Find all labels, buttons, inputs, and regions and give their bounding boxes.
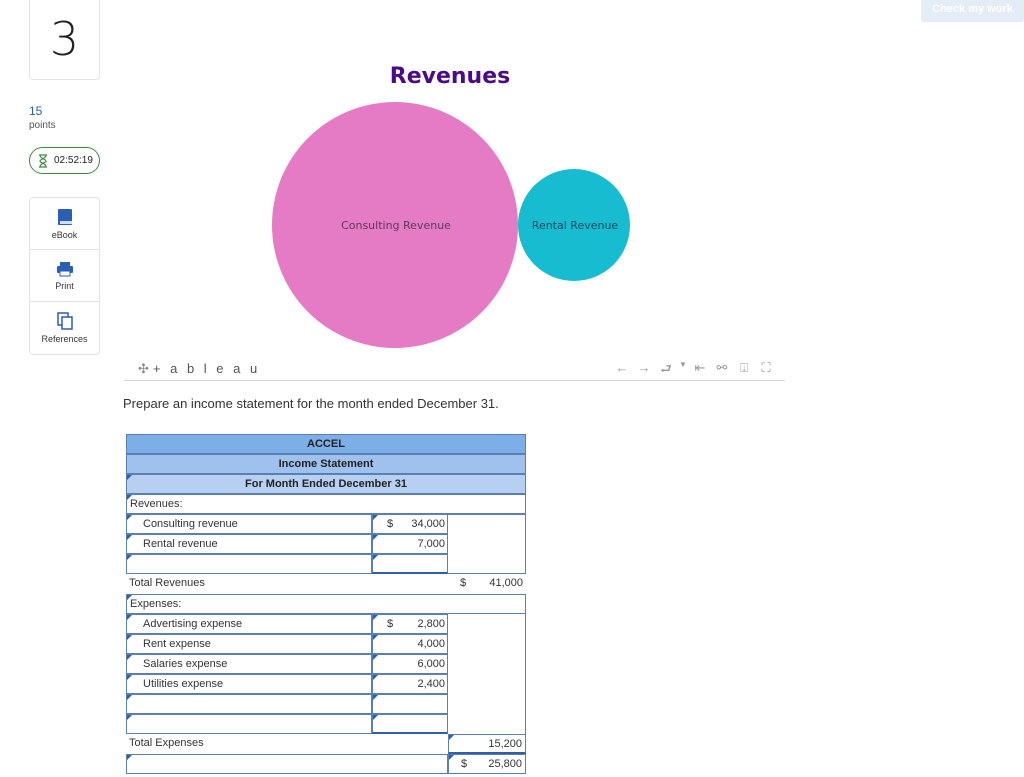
points-value: 15: [29, 104, 43, 118]
print-button[interactable]: Print: [30, 250, 99, 302]
table-row: [126, 694, 526, 714]
viz-title: Revenues: [389, 64, 511, 89]
company-name: ACCEL: [126, 434, 526, 454]
printer-icon: [56, 261, 73, 276]
ebook-button[interactable]: eBook: [30, 198, 99, 250]
revenue-label-2[interactable]: Rental revenue: [126, 534, 372, 554]
bubble-label-consulting: Consulting Revenue: [341, 219, 451, 232]
expense-amount-5[interactable]: [372, 694, 448, 714]
timer: 02:52:19: [29, 147, 100, 174]
expense-amount-1[interactable]: $2,800: [372, 614, 448, 634]
bubble-rental-revenue[interactable]: [518, 169, 630, 281]
table-row: $25,800: [126, 754, 526, 774]
expense-label-3[interactable]: Salaries expense: [126, 654, 372, 674]
share-icon[interactable]: ⚯: [716, 360, 728, 375]
expense-label-2[interactable]: Rent expense: [126, 634, 372, 654]
tools-panel: eBook Print References: [29, 197, 100, 355]
download-icon[interactable]: ⍗: [740, 360, 748, 375]
expense-amount-3[interactable]: 6,000: [372, 654, 448, 674]
revenues-header[interactable]: Revenues:: [126, 494, 526, 514]
expense-label-6[interactable]: [126, 714, 372, 734]
tool-label: References: [41, 334, 88, 344]
expense-amount-2[interactable]: 4,000: [372, 634, 448, 654]
total-expenses-amount[interactable]: 15,200: [448, 734, 526, 754]
revenue-total-col: [448, 534, 526, 554]
table-row: Expenses:: [126, 594, 526, 614]
dropdown-icon[interactable]: ▼: [679, 360, 687, 369]
bubble-consulting-revenue[interactable]: [272, 102, 518, 348]
fullscreen-icon[interactable]: ⛶: [761, 360, 771, 375]
toolbar-icons: ← → ⮐ ▼ ⇤ ⚯ ⍗ ⛶: [611, 360, 777, 382]
references-button[interactable]: References: [30, 302, 99, 354]
redo-icon[interactable]: →: [637, 360, 651, 375]
income-statement: ACCEL Income Statement For Month Ended D…: [126, 434, 526, 774]
expenses-header[interactable]: Expenses:: [126, 594, 526, 614]
revenue-label-1[interactable]: Consulting revenue: [126, 514, 372, 534]
bubble-label-rental: Rental Revenue: [532, 219, 619, 232]
tool-label: Print: [55, 280, 74, 291]
revenue-amount-2[interactable]: 7,000: [372, 534, 448, 554]
question-number: 3: [29, 0, 100, 80]
book-icon: [57, 208, 72, 225]
revenue-amount-3[interactable]: [372, 554, 448, 574]
revert-icon[interactable]: ⮐: [660, 361, 672, 376]
table-row: Total Expenses 15,200: [126, 734, 526, 754]
table-row: Total Revenues $41,000: [126, 574, 526, 594]
table-row: Consulting revenue $34,000: [126, 514, 526, 534]
revenue-amount-1[interactable]: $34,000: [372, 514, 448, 534]
total-expenses-label: Total Expenses: [129, 737, 204, 749]
instruction-text: Prepare an income statement for the mont…: [123, 396, 499, 411]
tableau-cross-icon: ✣: [138, 361, 149, 376]
revenue-total-col: [448, 554, 526, 574]
tableau-logo[interactable]: ✣ + a b l e a u: [138, 361, 261, 376]
net-income-label[interactable]: [126, 754, 448, 774]
table-row: [126, 554, 526, 574]
timer-value: 02:52:19: [54, 155, 93, 166]
expense-total-col: [448, 654, 526, 674]
references-icon: [56, 312, 73, 330]
expense-total-col: [448, 714, 526, 734]
statement-title: Income Statement: [126, 454, 526, 474]
table-row: Rent expense 4,000: [126, 634, 526, 654]
net-income-amount[interactable]: $25,800: [448, 754, 526, 774]
expense-label-5[interactable]: [126, 694, 372, 714]
tool-label: eBook: [51, 229, 78, 240]
revenue-total-col: [448, 514, 526, 534]
table-row: Salaries expense 6,000: [126, 654, 526, 674]
expense-total-col: [448, 674, 526, 694]
expense-label-4[interactable]: Utilities expense: [126, 674, 372, 694]
expense-total-col: [448, 614, 526, 634]
expense-label-1[interactable]: Advertising expense: [126, 614, 372, 634]
hourglass-icon: [39, 153, 47, 168]
total-revenues-amount: $41,000: [460, 577, 523, 589]
reset-icon[interactable]: ⇤: [694, 360, 706, 375]
total-revenues-label: Total Revenues: [129, 577, 205, 589]
check-my-work-button[interactable]: Check my work: [921, 0, 1024, 22]
expense-amount-6[interactable]: [372, 714, 448, 734]
expense-total-col: [448, 694, 526, 714]
table-row: [126, 714, 526, 734]
tableau-toolbar: ✣ + a b l e a u ← → ⮐ ▼ ⇤ ⚯ ⍗ ⛶: [124, 356, 785, 381]
expense-total-col: [448, 634, 526, 654]
points-label: points: [29, 120, 56, 131]
table-row: Advertising expense $2,800: [126, 614, 526, 634]
revenue-label-3[interactable]: [126, 554, 372, 574]
table-row: Utilities expense 2,400: [126, 674, 526, 694]
table-row: Revenues:: [126, 494, 526, 514]
expense-amount-4[interactable]: 2,400: [372, 674, 448, 694]
bubble-chart: Consulting Revenue Rental Revenue: [272, 102, 630, 348]
undo-icon[interactable]: ←: [615, 360, 629, 375]
table-row: Rental revenue 7,000: [126, 534, 526, 554]
statement-period: For Month Ended December 31: [126, 474, 526, 494]
